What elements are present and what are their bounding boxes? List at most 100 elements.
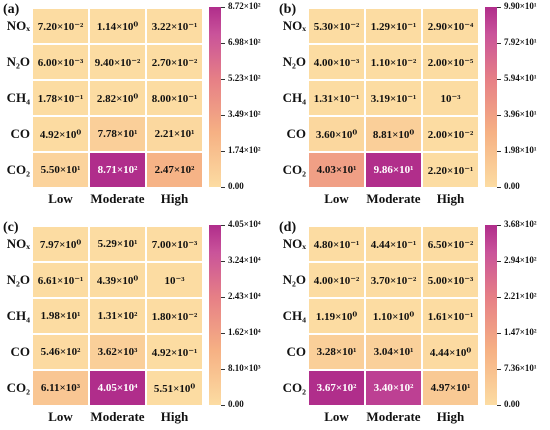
heatmap-cell: 3.19×10⁻¹ bbox=[366, 81, 421, 115]
row-label: CO bbox=[286, 344, 307, 359]
colorbar-tick bbox=[221, 151, 225, 152]
row-label: CO₂ bbox=[6, 162, 30, 177]
heatmap-cell: 4.80×10⁻¹ bbox=[309, 227, 364, 261]
heatmap-cell: 4.97×10¹ bbox=[423, 371, 478, 405]
column-label: High bbox=[160, 191, 189, 206]
heatmap-cell: 3.62×10³ bbox=[90, 335, 145, 369]
heatmap-cell: 3.60×10⁰ bbox=[309, 117, 364, 151]
colorbar-tick-label: 7.92×10¹ bbox=[504, 37, 537, 47]
row-label: NOₓ bbox=[282, 236, 306, 251]
heatmap-cell: 4.03×10¹ bbox=[309, 153, 364, 187]
colorbar-tick-label: 2.43×10⁴ bbox=[228, 291, 261, 301]
colorbar bbox=[485, 7, 497, 187]
colorbar-tick bbox=[497, 7, 501, 8]
row-label: CO₂ bbox=[6, 380, 30, 395]
heatmap-cell: 9.40×10⁻² bbox=[90, 45, 145, 79]
colorbar-tick-label: 3.68×10² bbox=[504, 219, 537, 229]
heatmap-cell: 2.47×10² bbox=[147, 153, 202, 187]
heatmap-cell: 3.28×10¹ bbox=[309, 335, 364, 369]
heatmap-cell: 6.50×10⁻² bbox=[423, 227, 478, 261]
heatmap-grid: 7.97×10⁰ 5.29×10¹ 7.00×10⁻³ 6.61×10⁻¹ 4.39×1… bbox=[32, 226, 203, 406]
heatmap-cell: 4.92×10⁻¹ bbox=[147, 335, 202, 369]
heatmap-cell: 4.44×10⁻¹ bbox=[366, 227, 421, 261]
colorbar-tick bbox=[221, 225, 225, 226]
heatmap-cell: 2.21×10¹ bbox=[147, 117, 202, 151]
colorbar-tick bbox=[497, 187, 501, 188]
colorbar-tick bbox=[221, 297, 225, 298]
heatmap-cell: 4.00×10⁻³ bbox=[309, 45, 364, 79]
column-label: Moderate bbox=[366, 409, 421, 424]
colorbar-tick-label: 5.94×10¹ bbox=[504, 73, 537, 83]
heatmap-cell: 3.40×10² bbox=[366, 371, 421, 405]
heatmap-cell: 5.51×10⁰ bbox=[147, 371, 202, 405]
colorbar-tick bbox=[497, 79, 501, 80]
column-label: Low bbox=[48, 409, 73, 424]
heatmap-cell: 2.20×10⁻¹ bbox=[423, 153, 478, 187]
heatmap-cell: 2.70×10⁻² bbox=[147, 45, 202, 79]
heatmap-cell: 2.90×10⁻⁴ bbox=[423, 9, 478, 43]
colorbar-tick-label: 3.24×10⁴ bbox=[228, 255, 261, 265]
heatmap-panel-a: (a) 7.20×10⁻² 1.14×10⁰ 3.22×10⁻¹ 6.00×10⁻³ 9.… bbox=[0, 0, 272, 212]
heatmap-cell: 4.44×10⁰ bbox=[423, 335, 478, 369]
colorbar-tick-label: 5.23×10² bbox=[228, 73, 261, 83]
colorbar-tick-label: 1.98×10¹ bbox=[504, 145, 537, 155]
heatmap-cell: 3.22×10⁻¹ bbox=[147, 9, 202, 43]
colorbar-tick-label: 8.72×10² bbox=[228, 1, 261, 11]
heatmap-cell: 4.00×10⁻² bbox=[309, 263, 364, 297]
column-label: Moderate bbox=[366, 191, 421, 206]
column-label: Moderate bbox=[90, 409, 145, 424]
colorbar-tick-label: 2.94×10² bbox=[504, 255, 537, 265]
heatmap-cell: 8.00×10⁻¹ bbox=[147, 81, 202, 115]
heatmap-cell: 1.10×10⁻² bbox=[366, 45, 421, 79]
heatmap-cell: 6.00×10⁻³ bbox=[33, 45, 88, 79]
column-label: Moderate bbox=[90, 191, 145, 206]
colorbar-tick bbox=[221, 7, 225, 8]
heatmap-cell: 1.80×10⁻² bbox=[147, 299, 202, 333]
colorbar-tick-label: 8.10×10³ bbox=[228, 363, 261, 373]
panel-label: (a) bbox=[3, 2, 20, 17]
row-label: CO₂ bbox=[282, 380, 306, 395]
colorbar-tick bbox=[221, 187, 225, 188]
heatmap-cell: 3.67×10² bbox=[309, 371, 364, 405]
colorbar-tick-label: 2.21×10² bbox=[504, 291, 537, 301]
heatmap-cell: 7.20×10⁻² bbox=[33, 9, 88, 43]
row-label: N₂O bbox=[6, 272, 30, 287]
colorbar bbox=[209, 7, 221, 187]
heatmap-panel-c: (c) 7.97×10⁰ 5.29×10¹ 7.00×10⁻³ 6.61×10⁻¹ 4.3… bbox=[0, 218, 272, 430]
heatmap-cell: 10⁻³ bbox=[423, 81, 478, 115]
row-label: CO bbox=[10, 344, 31, 359]
colorbar-tick-label: 0.00 bbox=[504, 399, 520, 409]
heatmap-grid: 7.20×10⁻² 1.14×10⁰ 3.22×10⁻¹ 6.00×10⁻³ 9.40×… bbox=[32, 8, 203, 188]
heatmap-cell: 8.81×10⁰ bbox=[366, 117, 421, 151]
colorbar-tick bbox=[221, 79, 225, 80]
colorbar-tick-label: 3.96×10¹ bbox=[504, 109, 537, 119]
colorbar-tick bbox=[221, 405, 225, 406]
heatmap-cell: 5.50×10¹ bbox=[33, 153, 88, 187]
colorbar-tick bbox=[497, 297, 501, 298]
row-label: CH₄ bbox=[6, 308, 30, 323]
heatmap-cell: 5.46×10² bbox=[33, 335, 88, 369]
colorbar-tick-label: 1.47×10² bbox=[504, 327, 537, 337]
row-label: N₂O bbox=[6, 54, 30, 69]
heatmap-panel-d: (d) 4.80×10⁻¹ 4.44×10⁻¹ 6.50×10⁻² 4.00×10⁻² 3… bbox=[276, 218, 548, 430]
column-label: High bbox=[160, 409, 189, 424]
heatmap-cell: 1.14×10⁰ bbox=[90, 9, 145, 43]
row-label: NOₓ bbox=[282, 18, 306, 33]
heatmap-cell: 3.70×10⁻² bbox=[366, 263, 421, 297]
heatmap-cell: 2.82×10⁰ bbox=[90, 81, 145, 115]
column-label: High bbox=[436, 409, 465, 424]
heatmap-cell: 4.92×10⁰ bbox=[33, 117, 88, 151]
colorbar bbox=[209, 225, 221, 405]
colorbar-tick-label: 1.74×10² bbox=[228, 145, 261, 155]
colorbar-tick bbox=[497, 115, 501, 116]
heatmap-grid: 5.30×10⁻² 1.29×10⁻¹ 2.90×10⁻⁴ 4.00×10⁻³ 1.10… bbox=[308, 8, 479, 188]
colorbar-tick bbox=[221, 261, 225, 262]
colorbar-tick-label: 4.05×10⁴ bbox=[228, 219, 261, 229]
heatmap-cell: 2.00×10⁻² bbox=[423, 117, 478, 151]
colorbar-tick bbox=[221, 43, 225, 44]
colorbar-tick-label: 0.00 bbox=[228, 181, 244, 191]
heatmap-cell: 5.00×10⁻³ bbox=[423, 263, 478, 297]
heatmap-cell: 8.71×10² bbox=[90, 153, 145, 187]
heatmap-cell: 1.78×10⁻¹ bbox=[33, 81, 88, 115]
colorbar-tick bbox=[497, 369, 501, 370]
